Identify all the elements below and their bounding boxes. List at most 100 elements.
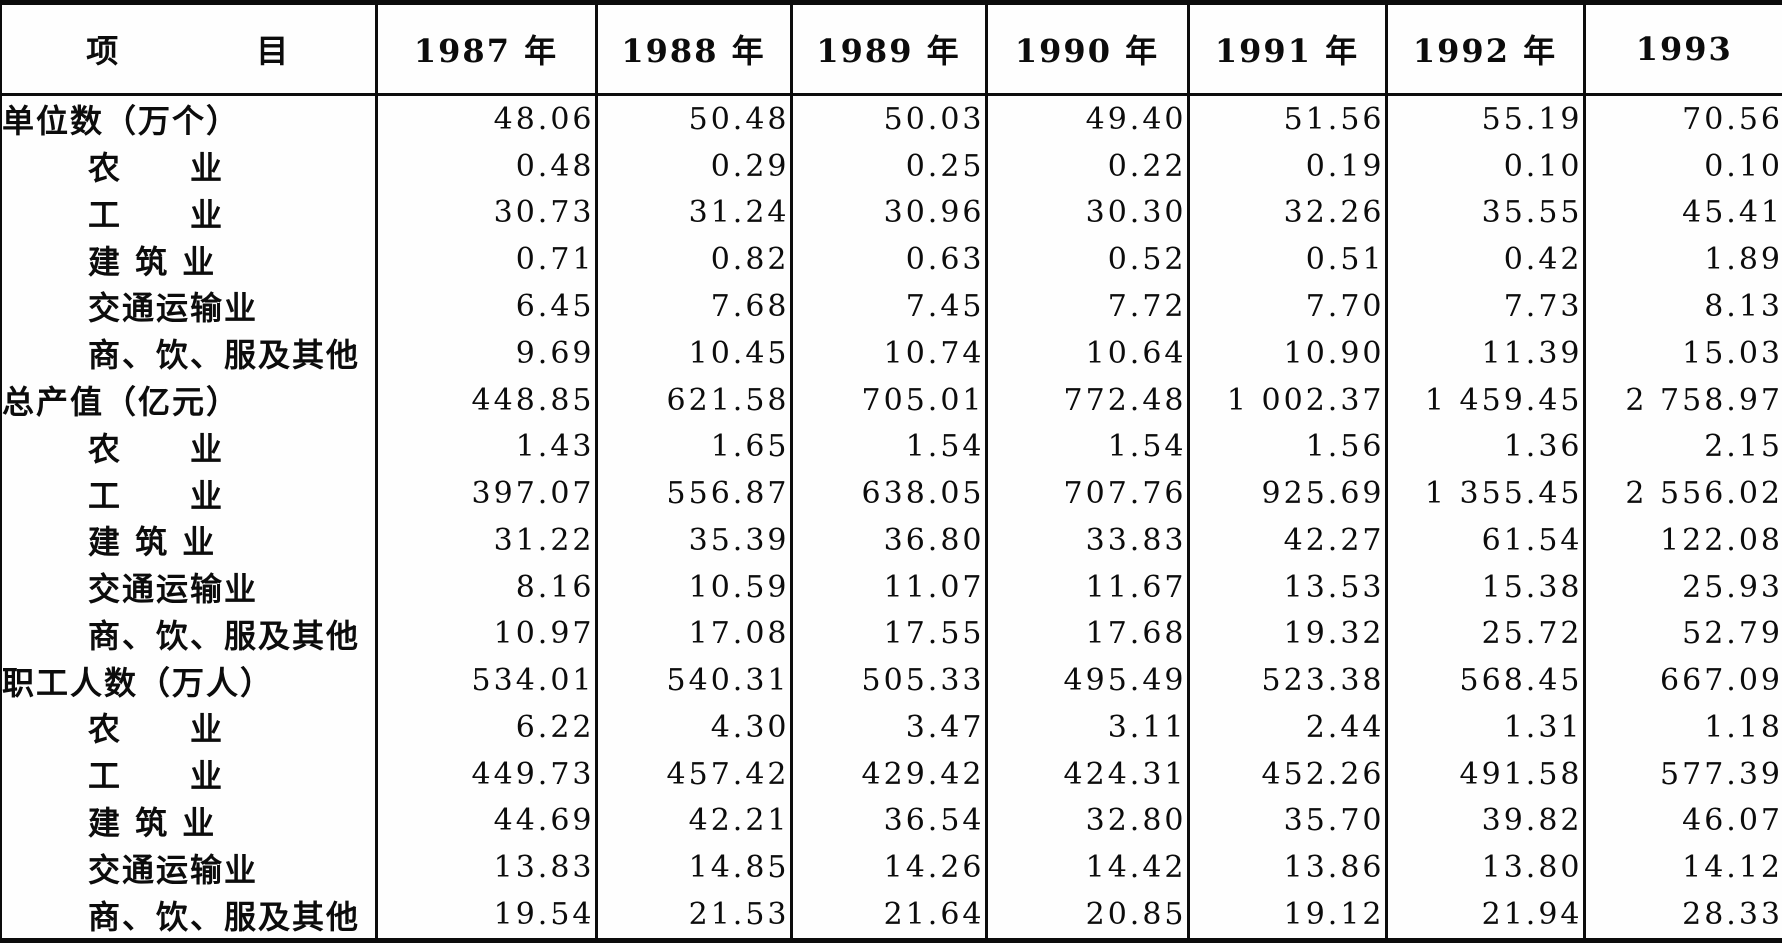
value-cell: 14.12 [1582, 844, 1782, 892]
value-cell: 8.16 [374, 563, 596, 611]
table-row: 农 业 6.22 4.30 3.47 3.11 2.44 1.31 1.18 [1, 703, 1782, 751]
row-label: 商、饮、服及其他 [88, 897, 361, 936]
value-cell: 17.55 [789, 610, 986, 658]
value-cell: 1.54 [984, 423, 1188, 471]
value-cell: 577.39 [1582, 750, 1782, 798]
value-cell: 1.36 [1384, 423, 1584, 471]
value-cell: 51.56 [1186, 94, 1386, 143]
value-cell: 495.49 [984, 657, 1188, 704]
value-cell: 13.80 [1384, 844, 1584, 892]
header-row: 项 目 1987 年 1988 年 1989 年 1990 年 1991 年 1992 年… [1, 2, 1782, 96]
value-cell: 15.03 [1582, 329, 1782, 377]
row-label: 商、饮、服及其他 [88, 336, 361, 375]
table-row: 建 筑 业 31.22 35.39 36.80 33.83 42.27 61.54 122.0… [1, 516, 1782, 564]
year-column-header: 1988 年 [594, 2, 791, 96]
value-cell: 35.70 [1186, 797, 1386, 845]
year-column-header: 1992 年 [1384, 2, 1584, 96]
value-cell: 1.56 [1186, 423, 1386, 471]
table-row: 职工人数（万人） 534.01 540.31 505.33 495.49 523.38 56… [1, 657, 1782, 704]
value-cell: 25.93 [1582, 563, 1782, 611]
value-cell: 457.42 [594, 750, 791, 798]
value-cell: 638.05 [789, 470, 986, 517]
value-cell: 19.54 [374, 891, 596, 941]
table-body: 单位数（万个） 48.06 50.48 50.03 49.40 51.56 55.19 70.… [1, 94, 1782, 941]
row-label: 建 筑 业 [88, 242, 217, 281]
value-cell: 10.97 [374, 610, 596, 658]
value-cell: 44.69 [374, 797, 596, 845]
table-row: 单位数（万个） 48.06 50.48 50.03 49.40 51.56 55.19 70.… [1, 94, 1782, 143]
value-cell: 397.07 [374, 470, 596, 517]
value-cell: 36.54 [789, 797, 986, 845]
value-cell: 0.10 [1384, 142, 1584, 190]
value-cell: 1.43 [374, 423, 596, 471]
row-label: 工 业 [88, 757, 225, 796]
value-cell: 448.85 [374, 376, 596, 424]
value-cell: 556.87 [594, 470, 791, 517]
value-cell: 6.45 [374, 283, 596, 330]
value-cell: 42.21 [594, 797, 791, 845]
table-row: 农 业 1.43 1.65 1.54 1.54 1.56 1.36 2.15 [1, 423, 1782, 471]
value-cell: 14.42 [984, 844, 1188, 892]
table-row: 交通运输业 13.83 14.85 14.26 14.42 13.86 13.80 14.12 [1, 844, 1782, 892]
value-cell: 35.55 [1384, 189, 1584, 237]
value-cell: 14.26 [789, 844, 986, 892]
value-cell: 17.08 [594, 610, 791, 658]
value-cell: 50.03 [789, 94, 986, 143]
row-label: 工 业 [88, 476, 225, 515]
value-cell: 534.01 [374, 657, 596, 704]
value-cell: 19.32 [1186, 610, 1386, 658]
value-cell: 31.22 [374, 516, 596, 564]
value-cell: 3.47 [789, 703, 986, 751]
value-cell: 505.33 [789, 657, 986, 704]
value-cell: 0.25 [789, 142, 986, 190]
value-cell: 523.38 [1186, 657, 1386, 704]
value-cell: 7.68 [594, 283, 791, 330]
value-cell: 0.22 [984, 142, 1188, 190]
row-label: 农 业 [88, 710, 225, 749]
value-cell: 1.54 [789, 423, 986, 471]
value-cell: 0.63 [789, 236, 986, 284]
value-cell: 11.07 [789, 563, 986, 611]
value-cell: 30.30 [984, 189, 1188, 237]
value-cell: 772.48 [984, 376, 1188, 424]
value-cell: 707.76 [984, 470, 1188, 517]
table-row: 商、饮、服及其他 9.69 10.45 10.74 10.64 10.90 11.39 15.… [1, 329, 1782, 377]
row-label: 建 筑 业 [88, 803, 217, 842]
value-cell: 70.56 [1582, 94, 1782, 143]
value-cell: 449.73 [374, 750, 596, 798]
table-row: 建 筑 业 0.71 0.82 0.63 0.52 0.51 0.42 1.89 [1, 236, 1782, 284]
value-cell: 621.58 [594, 376, 791, 424]
value-cell: 11.39 [1384, 329, 1584, 377]
row-label: 交通运输业 [88, 850, 259, 889]
table-row: 农 业 0.48 0.29 0.25 0.22 0.19 0.10 0.10 [1, 142, 1782, 190]
table-row: 建 筑 业 44.69 42.21 36.54 32.80 35.70 39.82 46.07 [1, 797, 1782, 845]
row-label: 工 业 [88, 195, 225, 234]
value-cell: 11.67 [984, 563, 1188, 611]
value-cell: 21.53 [594, 891, 791, 941]
value-cell: 52.79 [1582, 610, 1782, 658]
year-column-header: 1987 年 [374, 2, 596, 96]
value-cell: 10.74 [789, 329, 986, 377]
value-cell: 1 459.45 [1384, 376, 1584, 424]
value-cell: 13.83 [374, 844, 596, 892]
value-cell: 0.29 [594, 142, 791, 190]
value-cell: 10.45 [594, 329, 791, 377]
value-cell: 36.80 [789, 516, 986, 564]
value-cell: 122.08 [1582, 516, 1782, 564]
value-cell: 2 758.97 [1582, 376, 1782, 424]
value-cell: 0.42 [1384, 236, 1584, 284]
table-row: 商、饮、服及其他 19.54 21.53 21.64 20.85 19.12 21.94 28… [1, 891, 1782, 941]
value-cell: 46.07 [1582, 797, 1782, 845]
value-cell: 13.86 [1186, 844, 1386, 892]
value-cell: 0.48 [374, 142, 596, 190]
value-cell: 19.12 [1186, 891, 1386, 941]
value-cell: 1.89 [1582, 236, 1782, 284]
value-cell: 0.19 [1186, 142, 1386, 190]
row-label: 农 业 [88, 429, 225, 468]
value-cell: 568.45 [1384, 657, 1584, 704]
value-cell: 10.59 [594, 563, 791, 611]
year-column-header: 1990 年 [984, 2, 1188, 96]
table-row: 商、饮、服及其他 10.97 17.08 17.55 17.68 19.32 25.72 52… [1, 610, 1782, 658]
value-cell: 45.41 [1582, 189, 1782, 237]
